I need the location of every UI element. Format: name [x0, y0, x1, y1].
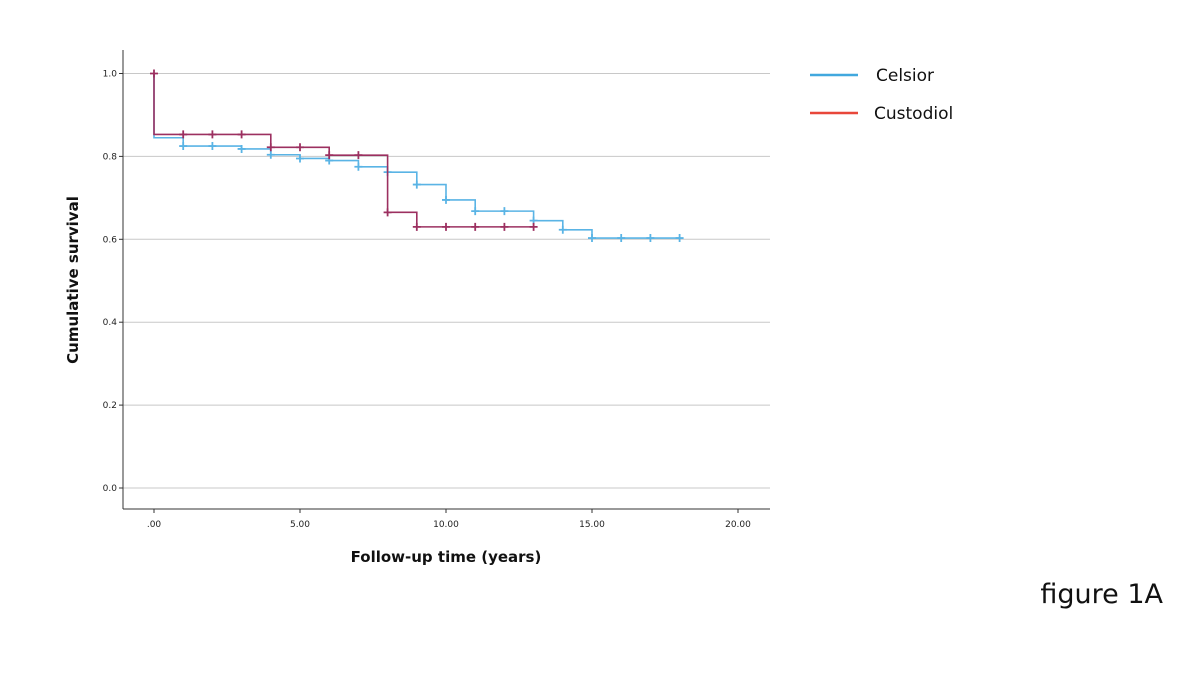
censor-mark-celsior-15 [617, 234, 626, 243]
legend-label-custodiol: Custodiol [874, 104, 953, 124]
figure-label: figure 1A [1040, 579, 1163, 610]
censor-mark-celsior-16 [646, 234, 655, 243]
x-axis-title: Follow-up time (years) [351, 548, 542, 566]
censor-mark-custodiol-11 [471, 222, 480, 231]
y-tick-label: 0.8 [103, 152, 118, 162]
censor-mark-celsior-8 [412, 180, 421, 189]
censor-mark-celsior-0 [179, 142, 188, 151]
series-celsior [153, 73, 684, 243]
y-tick-label: 0.6 [103, 235, 118, 245]
y-tick-label: 0.0 [103, 484, 118, 494]
censor-mark-custodiol-9 [412, 222, 421, 231]
series-layer [150, 69, 684, 243]
censor-mark-custodiol-5 [296, 143, 304, 152]
censor-mark-celsior-14 [588, 234, 596, 243]
x-tick-label: 20.00 [725, 520, 751, 530]
censor-mark-celsior-11 [500, 207, 509, 216]
censor-mark-custodiol-2 [208, 130, 217, 139]
y-axis-title: Cumulative survival [64, 196, 82, 364]
censor-mark-custodiol-10 [442, 222, 450, 231]
censor-mark-custodiol-4 [266, 143, 275, 152]
censor-mark-celsior-6 [354, 162, 363, 171]
y-tick-label: 1.0 [103, 70, 118, 80]
censor-mark-celsior-10 [471, 207, 480, 216]
censor-mark-celsior-3 [266, 150, 275, 159]
censor-mark-celsior-1 [208, 142, 217, 151]
x-tick-label: .00 [147, 520, 162, 530]
censor-mark-custodiol-13 [529, 222, 538, 231]
legend: Celsior Custodiol [810, 66, 953, 124]
x-tick-label: 15.00 [579, 520, 605, 530]
gridlines [123, 73, 770, 489]
censor-mark-celsior-2 [237, 144, 246, 153]
y-tick-label: 0.4 [103, 318, 118, 328]
legend-label-celsior: Celsior [876, 66, 934, 86]
censor-mark-custodiol-6 [325, 151, 334, 160]
censor-mark-custodiol-7 [354, 151, 363, 160]
axes [122, 50, 770, 510]
censor-mark-custodiol-1 [179, 130, 188, 139]
censor-mark-celsior-13 [558, 225, 567, 234]
y-tick-label: 0.2 [103, 401, 117, 411]
censor-mark-celsior-9 [442, 195, 450, 204]
x-tick-label: 10.00 [433, 520, 459, 530]
ticks: 0.0 0.2 0.4 0.6 0.8 1.0 .00 5.00 10.00 15.00 20.00 [103, 70, 751, 531]
x-tick-label: 5.00 [290, 520, 310, 530]
censor-mark-custodiol-3 [237, 130, 246, 139]
censor-mark-custodiol-8 [383, 208, 392, 217]
censor-mark-custodiol-12 [500, 222, 509, 231]
censor-mark-celsior-4 [296, 154, 304, 163]
censor-mark-custodiol-0 [150, 69, 158, 78]
survival-curve-custodiol [153, 73, 534, 228]
series-custodiol [150, 69, 538, 231]
censor-mark-celsior-17 [675, 234, 684, 243]
